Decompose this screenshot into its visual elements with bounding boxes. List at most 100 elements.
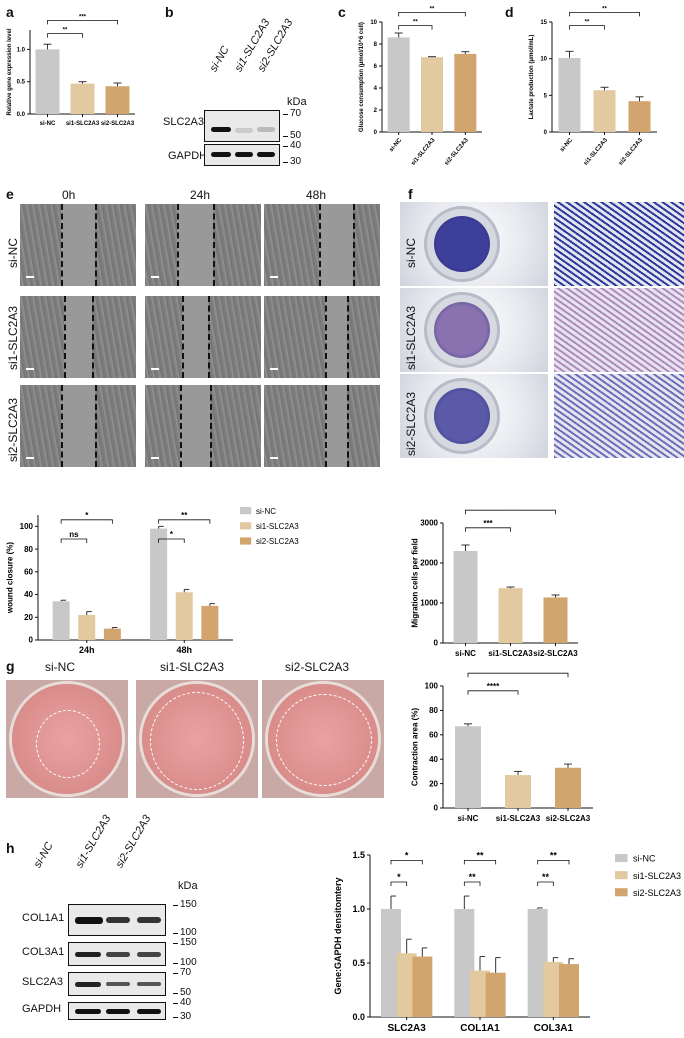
bar-si1-SLC2A3 <box>70 83 95 114</box>
significance-label: ** <box>430 6 435 12</box>
significance-bracket <box>158 538 185 543</box>
bar-si2-SLC2A3-COL1A1 <box>485 972 506 1017</box>
wound-image <box>20 296 136 378</box>
x-tick-label: si1-SLC2A3 <box>410 137 436 167</box>
bar-si2-SLC2A3-24h <box>103 628 121 640</box>
bar-si2-SLC2A3 <box>628 101 651 132</box>
bar-si2-SLC2A3 <box>105 86 130 114</box>
y-tick-label: 15 <box>540 20 547 26</box>
bar-si1-SLC2A3 <box>505 775 531 808</box>
y-tick-label: 0 <box>434 639 439 648</box>
y-tick-label: 1.0 <box>352 904 365 914</box>
x-tick-label: COL1A1 <box>460 1023 500 1034</box>
y-tick-label: 1.5 <box>352 850 365 860</box>
y-tick-label: 40 <box>429 755 438 764</box>
transwell-well-image <box>400 288 548 372</box>
y-tick-label: 0.0 <box>17 112 26 118</box>
y-tick-label: 1000 <box>420 599 438 608</box>
significance-label: *** <box>79 14 87 20</box>
row-label: si1-SLC2A3 <box>404 305 418 370</box>
gel-label: si2-SLC2A3 <box>285 660 350 674</box>
y-tick-label: 2000 <box>420 559 438 568</box>
marker: 40 <box>282 140 302 151</box>
protein-label: COL1A1 <box>22 912 65 924</box>
bar-si2-SLC2A3-SLC2A3 <box>412 956 433 1017</box>
bar-si-NC <box>455 726 481 808</box>
marker: 50 <box>282 130 302 141</box>
significance-bracket <box>47 33 83 38</box>
blot-col1a1 <box>68 904 166 936</box>
x-tick-label: si2-SLC2A3 <box>101 121 135 127</box>
bar-si1-SLC2A3-COL1A1 <box>470 970 490 1017</box>
row-label: si2-SLC2A3 <box>404 391 418 456</box>
legend-swatch <box>240 537 252 545</box>
significance-bracket <box>398 25 433 30</box>
y-tick-label: 0 <box>544 130 548 136</box>
lane-label: si2-SLC2A3 <box>113 813 154 870</box>
blot-gapdh <box>68 1002 166 1020</box>
transwell-micrograph <box>554 202 684 286</box>
marker: 150 <box>173 937 197 948</box>
significance-bracket <box>390 881 408 886</box>
y-tick-label: 6 <box>374 64 378 70</box>
protein-label: COL3A1 <box>22 946 65 958</box>
marker: 40 <box>172 997 192 1008</box>
wound-image <box>145 204 261 286</box>
significance-label: *** <box>483 519 493 528</box>
transwell-micrograph <box>554 374 684 458</box>
x-tick-label: si2-SLC2A3 <box>444 137 470 167</box>
bar-si1-SLC2A3-48h <box>175 592 193 640</box>
marker: 100 <box>173 927 197 938</box>
bar-si1-SLC2A3 <box>421 57 443 133</box>
gel-label: si1-SLC2A3 <box>160 660 225 674</box>
y-tick-label: 10 <box>370 20 377 26</box>
significance-label: ** <box>476 850 484 860</box>
significance-bracket <box>569 25 605 30</box>
protein-label: GAPDH <box>22 1003 62 1015</box>
y-tick-label: 0.0 <box>352 1012 365 1022</box>
significance-bracket <box>467 672 569 678</box>
bar-si2-SLC2A3 <box>454 53 477 132</box>
legend-label: si1-SLC2A3 <box>256 522 299 531</box>
time-label: 0h <box>62 188 76 202</box>
significance-bracket <box>158 519 211 524</box>
y-tick-label: 100 <box>20 522 34 531</box>
marker: 30 <box>172 1011 192 1022</box>
bar-si-NC <box>453 551 478 643</box>
kda-label: kDa <box>178 880 198 892</box>
wound-image <box>264 296 380 378</box>
panel-label-e: e <box>6 186 14 202</box>
bar-si1-SLC2A3-24h <box>78 615 96 640</box>
x-tick-label: si-NC <box>559 137 574 153</box>
y-tick-label: 0 <box>434 804 439 813</box>
significance-bracket <box>60 538 88 543</box>
panel-label-c: c <box>338 4 346 20</box>
bar-si-NC-48h <box>150 528 168 640</box>
wound-image <box>264 204 380 286</box>
significance-label: * <box>405 850 409 860</box>
gel-label: si-NC <box>45 660 75 674</box>
bar-si2-SLC2A3-COL3A1 <box>559 964 579 1017</box>
legend-label: si1-SLC2A3 <box>633 871 681 881</box>
chart-h-densitometry: 0.0 0.5 1.0 1.5 Gene:GAPDH densitomtery si-NC… <box>333 850 681 1034</box>
y-axis-label: Relative gene expression level <box>7 28 13 115</box>
significance-bracket <box>465 509 556 515</box>
time-label: 24h <box>190 188 211 202</box>
protein-label: SLC2A3 <box>22 976 63 988</box>
y-tick-label: 60 <box>429 730 438 739</box>
significance-label: ** <box>181 511 188 520</box>
x-tick-label: si2-SLC2A3 <box>618 137 644 167</box>
x-tick-label: SLC2A3 <box>387 1023 426 1034</box>
significance-label: *** <box>513 672 523 673</box>
legend-label: si2-SLC2A3 <box>256 537 299 546</box>
y-axis-label: Migration cells per field <box>410 538 419 627</box>
significance-bracket <box>467 690 519 695</box>
wound-image <box>145 296 261 378</box>
significance-label: ** <box>63 28 68 34</box>
lane-label: si-NC <box>207 44 232 74</box>
significance-bracket <box>390 860 423 865</box>
marker: 70 <box>172 967 192 978</box>
x-tick-label: si1-SLC2A3 <box>488 649 533 658</box>
significance-label: * <box>85 511 89 520</box>
panel-label-g: g <box>6 658 15 674</box>
